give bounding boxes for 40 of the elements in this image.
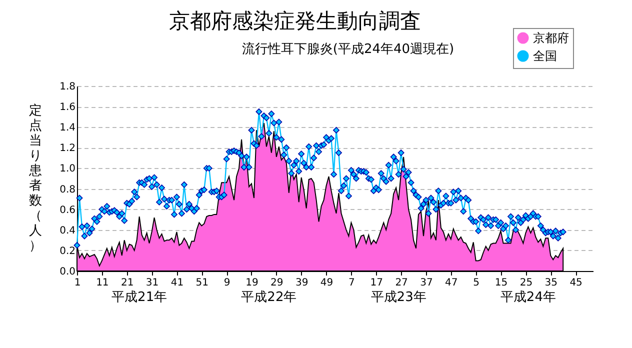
y-tick-label: 1.8 [60, 82, 76, 92]
text: 平成23年 [370, 290, 426, 305]
y-tick-label: 0.0 [60, 266, 76, 278]
y-tick-label: 0.8 [60, 184, 76, 196]
y-tick-label: 1.0 [60, 164, 76, 175]
x-tick-label: 19 [246, 278, 258, 288]
text: 平成22年 [241, 290, 297, 305]
x-tick-label: 11 [96, 278, 109, 288]
x-tick-label: 29 [270, 278, 284, 288]
x-tick-label: 39 [295, 278, 308, 288]
x-tick-label: 45 [570, 278, 582, 288]
x-tick-label: 21 [120, 278, 134, 288]
y-tick-label: 1.2 [60, 143, 76, 154]
y-tick-label: 0.6 [60, 204, 76, 216]
y-tick-label: 1.4 [60, 122, 76, 134]
x-tick-label: 47 [445, 278, 458, 288]
chart-subtitle: 流行性耳下腺炎(平成24年40週現在) [242, 41, 454, 57]
x-tick-label: 15 [494, 278, 508, 288]
legend-label: 全国 [533, 49, 557, 63]
legend-label: 京都府 [533, 31, 569, 45]
chart-title: 京都府感染症発生動向調査 [169, 9, 421, 33]
x-tick-label: 5 [473, 278, 480, 288]
x-tick-label: 35 [544, 278, 558, 288]
text: 平成21年 [112, 290, 168, 305]
x-tick-label: 9 [224, 278, 230, 288]
x-tick-label: 37 [420, 278, 433, 288]
x-tick-label: 1 [74, 278, 81, 288]
x-tick-label: 31 [146, 278, 159, 288]
text: 平成24年 [500, 290, 556, 305]
x-tick-label: 17 [370, 278, 383, 288]
y-tick-label: 0.4 [60, 225, 76, 236]
text: 定点当り患者数（人） [29, 104, 42, 254]
x-tick-label: 7 [348, 278, 355, 288]
y-tick-label: 1.6 [60, 102, 76, 114]
x-tick-label: 27 [395, 278, 408, 288]
x-tick-label: 49 [320, 278, 334, 288]
x-tick-label: 25 [520, 278, 533, 288]
x-tick-label: 41 [170, 278, 184, 288]
y-tick-label: 0.2 [60, 246, 76, 257]
x-tick-label: 51 [196, 278, 209, 288]
